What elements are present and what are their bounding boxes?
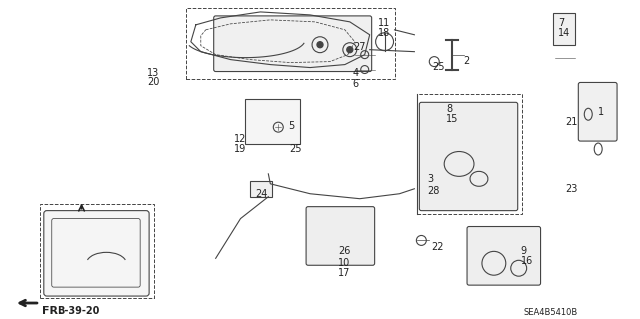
Text: 7: 7 <box>559 18 564 28</box>
Text: SEA4B5410B: SEA4B5410B <box>524 308 578 317</box>
Bar <box>246 99 300 144</box>
FancyBboxPatch shape <box>579 82 617 141</box>
Circle shape <box>317 42 323 48</box>
FancyBboxPatch shape <box>306 207 374 265</box>
Bar <box>417 94 522 214</box>
FancyBboxPatch shape <box>44 211 149 296</box>
Text: 22: 22 <box>431 242 444 252</box>
Bar <box>186 8 394 79</box>
Bar <box>250 181 272 197</box>
Text: 28: 28 <box>428 186 440 196</box>
Bar <box>554 13 575 45</box>
Text: 21: 21 <box>565 117 578 127</box>
Text: 26: 26 <box>338 246 350 256</box>
Text: 8: 8 <box>446 104 452 114</box>
FancyBboxPatch shape <box>214 16 372 71</box>
Text: 20: 20 <box>147 78 159 87</box>
Text: 5: 5 <box>288 121 294 131</box>
Text: 25: 25 <box>289 144 301 154</box>
Text: 25: 25 <box>432 62 445 71</box>
Text: 13: 13 <box>147 68 159 78</box>
Bar <box>40 204 154 298</box>
Text: 9: 9 <box>521 246 527 256</box>
Text: 23: 23 <box>565 184 578 194</box>
Text: 27: 27 <box>353 42 365 52</box>
FancyBboxPatch shape <box>467 226 541 285</box>
Text: 2: 2 <box>463 56 469 66</box>
Circle shape <box>347 47 353 53</box>
Text: 10: 10 <box>338 258 350 268</box>
Text: B-39-20: B-39-20 <box>57 306 99 316</box>
FancyBboxPatch shape <box>419 102 518 211</box>
Text: 1: 1 <box>598 107 604 117</box>
Text: 6: 6 <box>353 79 359 90</box>
Text: 18: 18 <box>378 28 390 38</box>
Text: 12: 12 <box>234 134 246 144</box>
Text: 14: 14 <box>559 28 571 38</box>
Text: 4: 4 <box>353 68 359 78</box>
Text: 19: 19 <box>234 144 246 154</box>
Text: 11: 11 <box>378 18 390 28</box>
Text: 16: 16 <box>521 256 533 266</box>
Text: 3: 3 <box>428 174 433 184</box>
Text: 24: 24 <box>255 189 268 199</box>
Text: FR.: FR. <box>42 306 62 316</box>
Text: 15: 15 <box>446 114 458 124</box>
Text: 17: 17 <box>338 268 350 278</box>
